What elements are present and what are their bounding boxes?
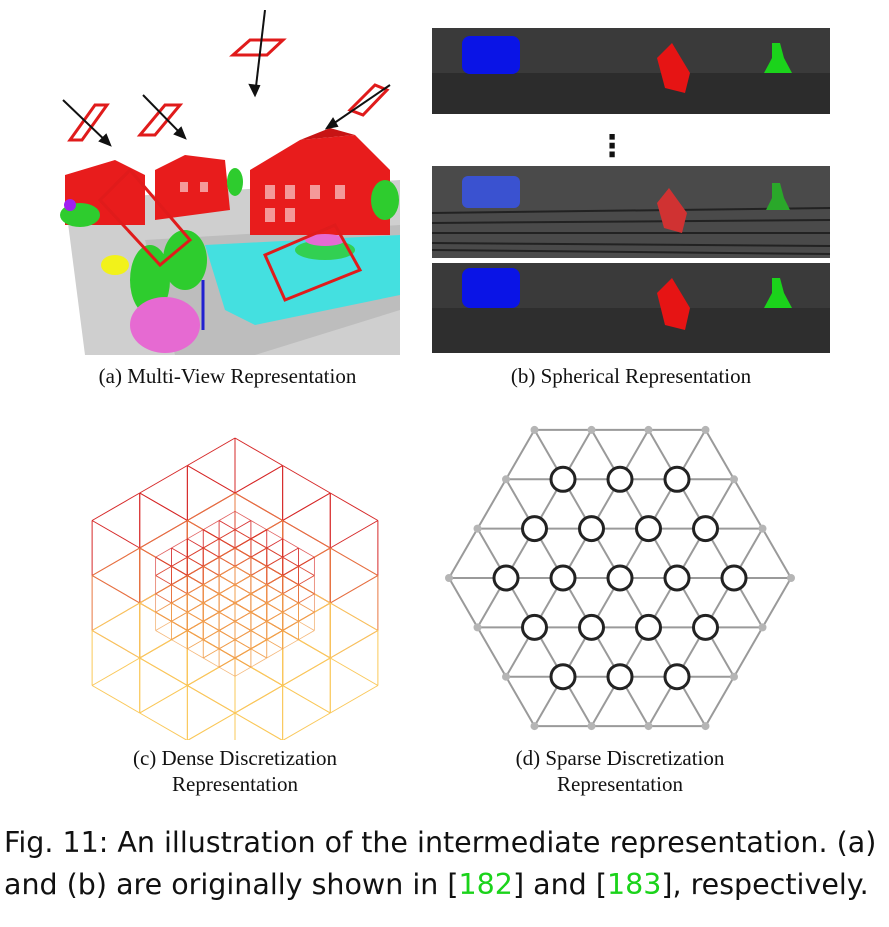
boundary-node	[445, 574, 453, 582]
boundary-node	[701, 722, 710, 731]
active-site-node	[606, 465, 634, 493]
citation-link-183[interactable]: 183	[606, 868, 662, 901]
active-site-node	[692, 515, 719, 543]
tree-small	[227, 168, 243, 196]
pedestrian-red-b2	[657, 188, 687, 233]
boundary-node	[473, 524, 482, 533]
hedge	[295, 240, 355, 260]
fine-voxel	[218, 639, 252, 677]
boundary-node	[701, 425, 710, 434]
boundary-node	[758, 524, 767, 533]
active-site-node	[521, 515, 548, 543]
active-site-node	[606, 663, 634, 691]
car-points-2	[305, 234, 345, 246]
active-site-node	[663, 564, 691, 592]
active-site-node	[549, 663, 577, 691]
active-site-node	[692, 613, 719, 641]
view-box-scene-2	[263, 223, 363, 302]
active-site-node	[549, 465, 577, 493]
cite-open-1: [	[447, 868, 459, 901]
tree-left	[163, 230, 207, 290]
yellow-points	[101, 255, 129, 275]
panel-a-multiview	[55, 10, 400, 355]
cite-close-2: ]	[661, 868, 673, 901]
panel-c-dense	[75, 398, 395, 740]
caption-a: (a) Multi-View Representation	[98, 364, 357, 388]
citation-link-182[interactable]: 182	[458, 868, 513, 901]
caption-c-line2: Representation	[172, 772, 298, 796]
boundary-node	[758, 623, 767, 632]
active-site-node	[578, 515, 605, 543]
panel-b-spherical: ⋮	[432, 28, 830, 353]
house-middle	[155, 155, 230, 220]
pedestrian-red-b1	[657, 43, 690, 93]
boundary-node	[644, 722, 653, 731]
range-image-bottom	[432, 263, 830, 353]
multiview-illustration	[60, 10, 400, 355]
house-roof	[300, 128, 355, 140]
range-image-top	[432, 28, 830, 114]
cite-open-2: [	[595, 868, 607, 901]
boundary-node	[530, 425, 539, 434]
caption-d: (d) Sparse Discretization Representation	[440, 745, 800, 797]
boundary-node	[644, 425, 653, 434]
house-windows	[180, 182, 345, 222]
car-points-b3	[462, 268, 520, 308]
noise-lines	[432, 207, 830, 255]
pedestrian-green-b3	[764, 278, 792, 308]
caption-text-middle: and	[524, 868, 596, 901]
active-site-node	[549, 564, 577, 592]
figure-caption: Fig. 11: An illustration of the intermed…	[4, 822, 884, 906]
view-arrows	[62, 10, 391, 147]
boundary-node	[730, 672, 738, 681]
active-site-node	[720, 564, 748, 592]
boundary-node	[587, 722, 596, 731]
active-site-node	[521, 613, 548, 641]
active-site-node	[606, 564, 634, 592]
view-planes	[67, 38, 390, 142]
sparse-lattice	[445, 425, 795, 731]
boundary-node	[587, 425, 596, 434]
tree-right	[371, 180, 399, 220]
car-points-b2	[462, 176, 520, 208]
ellipsis-dots: ⋮	[597, 129, 627, 164]
range-image-middle	[432, 166, 830, 258]
panel-d-sparse	[440, 420, 800, 740]
boundary-node	[787, 574, 795, 582]
active-site-node	[578, 613, 605, 641]
pedestrian-green-b2	[766, 183, 790, 210]
spherical-range-images: ⋮	[432, 28, 830, 353]
caption-d-line2: Representation	[557, 772, 683, 796]
caption-text-suffix: , respectively.	[672, 868, 869, 901]
active-site-node	[492, 564, 520, 592]
active-site-node	[635, 613, 662, 641]
pedestrian-red-b3	[657, 278, 690, 330]
purple-points	[64, 199, 76, 211]
boundary-node	[502, 672, 510, 681]
pedestrian-green-b1	[764, 43, 792, 73]
boundary-node	[530, 722, 539, 731]
car-points	[130, 297, 200, 353]
sidewalk-points	[205, 235, 400, 325]
cite-close-1: ]	[512, 868, 525, 901]
boundary-node	[730, 475, 738, 484]
voxel-grid	[91, 437, 379, 740]
caption-c: (c) Dense Discretization Representation	[75, 745, 395, 797]
caption-text-prefix: Fig. 11: An illustration of the intermed…	[4, 826, 877, 901]
view-box-scene-1	[97, 167, 193, 268]
active-site-node	[635, 515, 662, 543]
caption-d-line1: (d) Sparse Discretization	[515, 746, 725, 770]
active-site-node	[663, 663, 691, 691]
caption-b: (b) Spherical Representation	[510, 364, 752, 388]
car-points-b1	[462, 36, 520, 74]
boundary-node	[502, 475, 510, 484]
voxel-cube	[186, 657, 284, 740]
active-site-node	[663, 465, 691, 493]
boundary-node	[473, 623, 482, 632]
caption-c-line1: (c) Dense Discretization	[132, 746, 338, 770]
